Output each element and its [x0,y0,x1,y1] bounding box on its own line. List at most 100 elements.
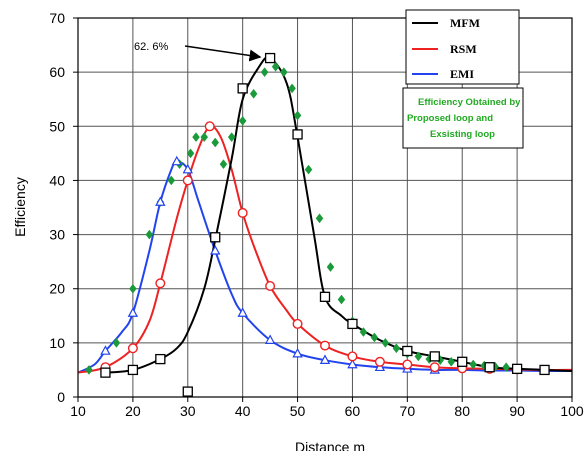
proposed-point-26 [370,332,379,343]
mfm-point-14 [539,364,550,376]
proposed-point-17 [280,67,288,78]
plot-frame [77,17,573,398]
mfm-point-12 [484,362,495,373]
emi-point-4 [182,163,193,174]
proposed-point-3 [145,229,154,240]
rsm-point-7 [292,318,303,329]
emi-point-1 [127,307,139,317]
proposed-point-8 [192,132,200,143]
legend-label-emi: EMI [450,67,474,81]
mfm-point-2 [155,353,166,365]
proposed-point-28 [392,343,401,354]
mfm-point-7 [319,291,331,302]
proposed-point-2 [129,283,137,294]
proposed-point-1 [112,337,121,348]
x-tick-label-60: 60 [345,403,361,419]
x-tick-label-10: 10 [70,403,86,419]
proposed-point-35 [469,359,478,370]
proposed-point-25 [359,327,368,337]
y-tick-label-10: 10 [49,335,65,351]
legend-item-mfm: MFM [412,16,480,30]
proposed-point-33 [447,356,456,367]
proposed-point-18 [288,83,296,94]
emi-point-2 [155,196,166,206]
proposed-point-30 [414,351,423,362]
mfm-point-4 [237,83,248,94]
legend-label-rsm: RSM [450,42,477,56]
series-line-rsm [77,124,573,374]
mfm-point-3 [210,232,221,243]
x-tick-label-70: 70 [400,403,416,419]
y-tick-label-60: 60 [49,64,65,80]
proposed-point-7 [186,148,195,159]
x-axis-ticks: 10 20 30 40 50 60 70 80 90 100 [70,397,584,419]
x-tick-label-20: 20 [125,403,141,419]
mfm-point-1 [127,364,139,376]
outlier-point-0 [182,386,193,397]
proposed-point-10 [211,137,220,148]
proposed-point-16 [271,61,280,72]
proposed-point-22 [326,262,335,272]
rsm-point-1 [127,343,138,354]
x-tick-label-80: 80 [454,403,470,419]
proposed-point-5 [167,175,176,186]
rsm-point-9 [347,351,358,362]
rsm-point-11 [402,359,413,370]
proposed-point-0 [85,365,93,375]
proposed-point-27 [381,337,390,348]
legend-label-mfm: MFM [450,16,480,30]
proposed-point-11 [219,159,228,170]
emi-point-7 [264,334,276,344]
y-tick-label-70: 70 [49,10,65,26]
legend: MFM RSM EMI [405,9,520,85]
y-axis-label: Efficiency [12,177,28,237]
emi-point-5 [210,245,221,255]
y-tick-label-20: 20 [49,281,65,297]
proposed-point-14 [249,88,258,99]
emi-point-10 [347,358,358,369]
mfm-point-0 [100,367,111,378]
rsm-point-4 [204,121,215,132]
x-tick-label-100: 100 [560,403,584,419]
note-box-frame [402,87,524,149]
rsm-point-8 [320,340,331,351]
emi-point-3 [171,155,183,166]
emi-point-8 [292,347,303,358]
rsm-point-3 [182,175,193,186]
y-tick-label-50: 50 [49,118,65,134]
proposed-point-13 [238,115,247,126]
x-tick-label-90: 90 [509,403,525,419]
rsm-point-12 [429,362,440,373]
emi-point-0 [100,345,111,355]
proposed-point-21 [315,213,324,224]
x-tick-label-50: 50 [290,403,306,419]
rsm-point-6 [265,281,276,292]
legend-item-emi: EMI [412,67,474,81]
series-markers [85,52,550,397]
emi-point-9 [319,354,331,364]
note-line-3: Exsisting loop [430,129,495,140]
mfm-point-5 [264,52,276,64]
mfm-point-9 [402,345,413,357]
emi-point-6 [237,307,248,317]
proposed-point-9 [200,132,209,143]
note-box: Efficiency Obtained by Proposed loop and… [402,87,524,149]
peak-annotation-text: 62. 6% [134,41,168,53]
rsm-point-2 [155,278,166,289]
y-tick-label-40: 40 [49,172,65,188]
proposed-point-12 [227,132,236,143]
x-tick-label-40: 40 [235,403,251,419]
proposed-point-23 [337,294,346,305]
proposed-point-38 [502,362,510,373]
rsm-point-10 [374,356,385,367]
mfm-point-11 [457,356,468,367]
proposed-point-15 [260,67,269,78]
peak-annotation: 62. 6% [134,41,262,62]
mfm-point-10 [429,351,440,362]
note-line-1: Efficiency Obtained by [418,97,521,108]
proposed-point-19 [293,110,302,121]
proposed-point-20 [304,164,313,175]
peak-annotation-arrow [184,45,262,62]
mfm-point-13 [511,363,523,374]
